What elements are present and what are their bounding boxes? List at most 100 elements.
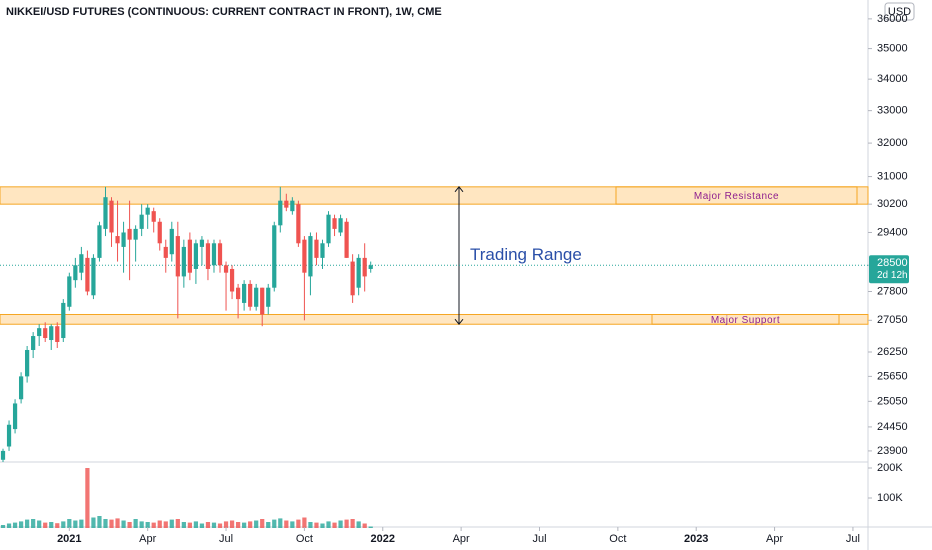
volume-bar [121, 520, 126, 528]
volume-bar [314, 522, 319, 528]
volume-bar [145, 522, 150, 528]
volume-bar [187, 522, 192, 528]
support-zone [0, 313, 869, 325]
candle-body [248, 283, 253, 307]
candle-body [181, 246, 186, 277]
candle-body [368, 265, 373, 269]
volume-bar [320, 523, 325, 528]
candle-body [344, 221, 349, 258]
volume-bar [181, 522, 186, 528]
y-tick-label: 25650 [877, 370, 908, 382]
volume-bar [205, 522, 211, 528]
x-tick-label: Oct [609, 533, 626, 545]
candle-body [61, 302, 66, 339]
candle-body [278, 200, 283, 226]
y-tick-label: 34000 [877, 73, 908, 85]
candle-body [350, 261, 355, 296]
candle-body [235, 287, 241, 300]
candle-body [338, 218, 343, 233]
volume-bar [223, 521, 229, 528]
volume-bar [85, 468, 90, 528]
volume-bar [344, 519, 349, 528]
candle-body [193, 243, 199, 269]
candle-body [326, 214, 331, 244]
x-tick-label: Jul [846, 533, 860, 545]
last-price-box [869, 255, 909, 284]
volume-bar [37, 520, 42, 528]
volume-bar [12, 522, 18, 528]
volume-bar [133, 519, 138, 528]
candle-body [0, 450, 6, 460]
volume-bar [290, 521, 295, 528]
y-tick-label: 27800 [877, 285, 908, 297]
volume-bar [43, 522, 48, 528]
candle-body [151, 211, 156, 222]
candle-body [308, 236, 313, 277]
volume-bar [139, 521, 144, 528]
candle-body [55, 326, 60, 342]
volume-bar [151, 522, 156, 528]
candle-body [320, 243, 325, 258]
volume-bar [356, 521, 361, 528]
volume-bar [67, 519, 72, 528]
volume-bar [31, 519, 36, 528]
volume-bar [302, 517, 307, 528]
candle-body [91, 257, 96, 296]
x-tick-label: Apr [139, 533, 156, 545]
candle-body [169, 228, 174, 255]
support-label: Major Support [711, 315, 780, 326]
volume-bar [79, 519, 84, 528]
plot: Major Resistance Major Support Trading Ran… [0, 186, 869, 528]
candle-body [284, 200, 289, 208]
candle-body [31, 336, 36, 350]
candle-body [205, 243, 211, 269]
x-tick-label: 2023 [684, 533, 708, 545]
volume-bar [115, 518, 120, 528]
volume-bar [91, 517, 96, 528]
volume-bar [25, 519, 30, 528]
candle-body [199, 239, 205, 247]
candle-body [229, 268, 235, 292]
x-tick-label: Jul [219, 533, 233, 545]
support-label-box [651, 313, 840, 325]
volume-bar [248, 521, 253, 528]
volume-bar [193, 521, 199, 528]
currency: USD [888, 6, 911, 18]
y-tick-label: 26250 [877, 346, 908, 358]
resistance-label: Major Resistance [694, 191, 779, 202]
candle-body [133, 228, 138, 240]
candle-body [115, 236, 120, 244]
candle-body [127, 228, 132, 240]
volume-bar [266, 522, 271, 528]
y-tick-label: 30200 [877, 198, 908, 210]
candle-body [85, 257, 90, 292]
candle-body [296, 204, 301, 244]
candle-body [187, 239, 192, 273]
currency-box[interactable] [884, 2, 915, 21]
y-tick-label: 32000 [877, 137, 908, 149]
x-tick-label: 2022 [371, 533, 395, 545]
volume-bar [308, 522, 313, 528]
candle-body [163, 246, 168, 258]
x-tick-label: Jul [532, 533, 546, 545]
candle-body [139, 214, 144, 229]
volume-bar [350, 519, 355, 528]
volume-bar [260, 519, 265, 528]
y-tick-label: 23900 [877, 445, 908, 457]
volume-bar [338, 520, 343, 528]
volume-bar [61, 521, 66, 528]
volume-bar [199, 523, 205, 528]
candle-body [332, 218, 337, 229]
y-tick-label: 31000 [877, 170, 908, 182]
volume-bar [6, 523, 12, 528]
y-tick-label: 24450 [877, 421, 908, 433]
volume-bar [217, 523, 223, 528]
candle-body [12, 403, 18, 430]
volume-bar [163, 521, 168, 528]
range-label: Trading Range [470, 245, 582, 264]
y-tick-label: 36000 [877, 13, 908, 25]
candle-body [145, 207, 150, 215]
y-tick-label: 25050 [877, 395, 908, 407]
